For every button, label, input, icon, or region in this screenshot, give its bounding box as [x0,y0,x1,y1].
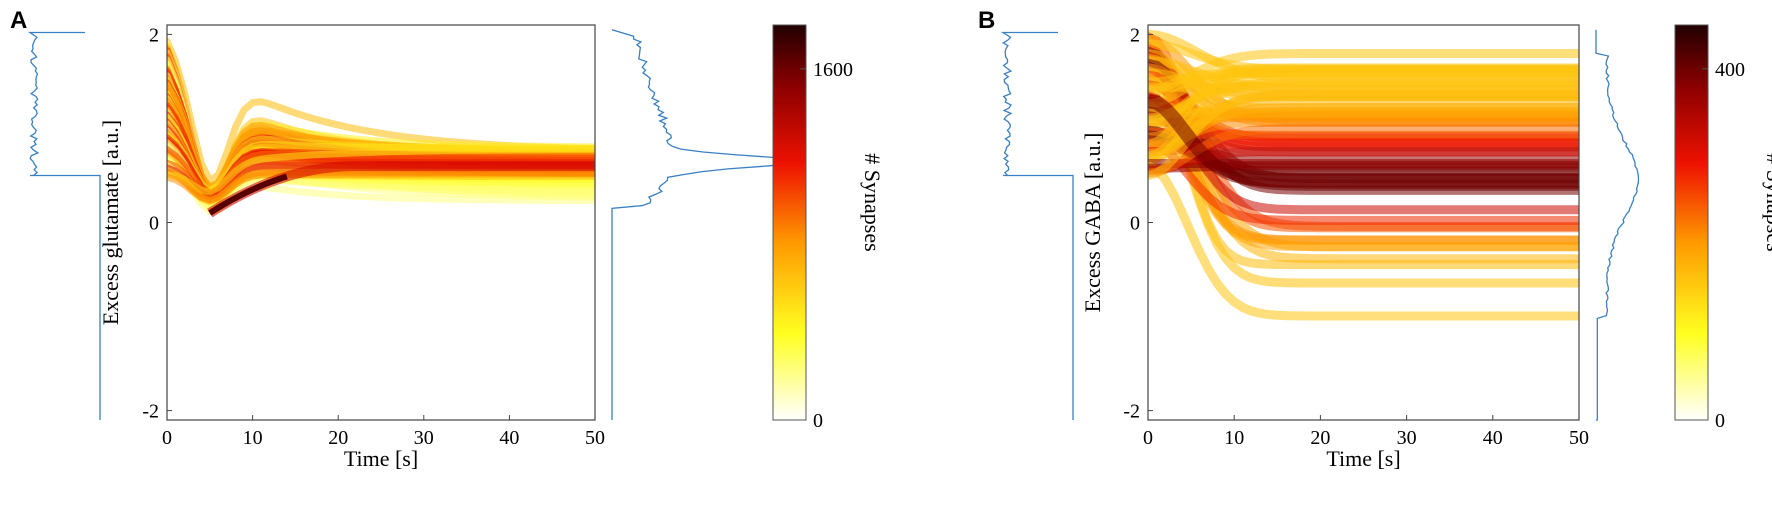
trajectory-b [1148,124,1579,178]
x-tick-label-a: 10 [243,427,263,449]
right-histogram-a [611,29,803,420]
left-histogram-b [1000,31,1074,420]
plot-frame-a [166,24,596,421]
trajectory-b [1148,72,1579,288]
colorbar-tick-label-a: 1600 [813,59,853,81]
x-axis-label-b: Time [s] [1326,446,1400,471]
trajectory-b [1148,117,1579,154]
x-tick-label-a: 0 [162,427,172,449]
colorbar-tick-label-b: 400 [1715,59,1745,81]
x-tick-label-a: 30 [414,427,434,449]
x-tick-label-a: 50 [585,427,605,449]
y-tick-label-a: 2 [149,24,159,46]
left-histogram-a [27,31,101,420]
colorbar-tick-label-b: 0 [1715,410,1725,432]
y-tick-label-a: 0 [149,213,159,235]
x-tick-label-b: 50 [1569,427,1589,449]
trajectory-b [1148,103,1579,159]
y-tick-label-b: -2 [1123,401,1140,423]
trajectory-b [1148,137,1579,225]
y-axis-label-a: Excess glutamate [a.u.] [98,120,123,325]
trajectory-b [1148,161,1579,321]
dense-core-b [1148,93,1579,188]
trajectory-b [1148,65,1579,161]
x-tick-label-b: 30 [1397,427,1417,449]
panel-label-a: A [10,7,27,34]
colorbar-label-b: # Synapses [1762,153,1772,251]
colorbar-tick-label-a: 0 [813,410,823,432]
trajectory-b [1148,49,1579,94]
heatmap-a [167,37,595,218]
x-tick-label-b: 0 [1143,427,1153,449]
y-axis-label-b: Excess GABA [a.u.] [1080,133,1105,313]
trajectory-a [167,145,595,196]
x-tick-label-a: 20 [328,427,348,449]
x-tick-label-a: 40 [499,427,519,449]
x-tick-label-b: 20 [1310,427,1330,449]
colorbar-b [1674,24,1709,421]
trajectory-b [1148,78,1579,166]
x-axis-label-a: Time [s] [344,446,418,471]
dense-ridge-core-a [208,173,288,216]
colorbar-a [772,24,807,421]
right-histogram-b [1595,29,1640,421]
x-tick-label-b: 10 [1224,427,1244,449]
trajectory-b [1148,92,1579,180]
trajectory-a [167,170,595,205]
panel-label-b: B [978,7,995,34]
x-tick-label-b: 40 [1483,427,1503,449]
y-tick-label-a: -2 [142,401,159,423]
trajectory-b [1148,104,1579,252]
trajectory-b [1148,138,1579,157]
trajectory-b [1148,92,1579,215]
heatmap-b [1148,29,1579,321]
y-tick-label-b: 0 [1130,213,1140,235]
colorbar-label-a: # Synapses [860,153,885,251]
trajectory-b [1148,147,1579,176]
y-tick-label-b: 2 [1130,24,1140,46]
